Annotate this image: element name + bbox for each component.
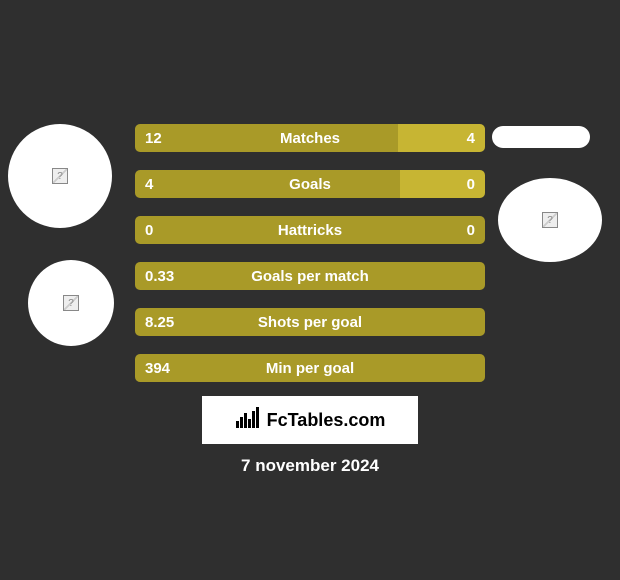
stat-bar-left-segment (135, 262, 485, 290)
stat-value-right: 0 (467, 170, 475, 198)
stat-bar-left-segment (135, 124, 398, 152)
stat-row: Matches124 (135, 124, 485, 152)
stat-bar-left-segment (135, 216, 485, 244)
stat-row: Shots per goal8.25 (135, 308, 485, 336)
stat-bar-left-segment (135, 170, 400, 198)
stat-value-right: 4 (467, 124, 475, 152)
circle-top-left: ? (8, 124, 112, 228)
missing-image-icon: ? (542, 212, 558, 228)
date-label: 7 november 2024 (0, 456, 620, 476)
stat-row: Min per goal394 (135, 354, 485, 382)
stat-value-left: 8.25 (145, 308, 174, 336)
stat-value-left: 394 (145, 354, 170, 382)
circle-bottom-left: ? (28, 260, 114, 346)
stat-row: Hattricks00 (135, 216, 485, 244)
fctables-logo-text: FcTables.com (267, 410, 386, 431)
stat-value-left: 0.33 (145, 262, 174, 290)
stat-bar-left-segment (135, 308, 485, 336)
circle-right: ? (498, 178, 602, 262)
missing-image-icon: ? (52, 168, 68, 184)
fctables-logo-box: FcTables.com (202, 396, 418, 444)
stat-row: Goals per match0.33 (135, 262, 485, 290)
stat-value-right: 0 (467, 216, 475, 244)
missing-image-icon: ? (63, 295, 79, 311)
stat-value-left: 4 (145, 170, 153, 198)
ellipse-top-right (492, 126, 590, 148)
stat-value-left: 12 (145, 124, 162, 152)
stat-bar-left-segment (135, 354, 485, 382)
stats-container: Matches124Goals40Hattricks00Goals per ma… (135, 124, 485, 382)
stat-value-left: 0 (145, 216, 153, 244)
bar-chart-icon (235, 407, 261, 434)
stat-row: Goals40 (135, 170, 485, 198)
